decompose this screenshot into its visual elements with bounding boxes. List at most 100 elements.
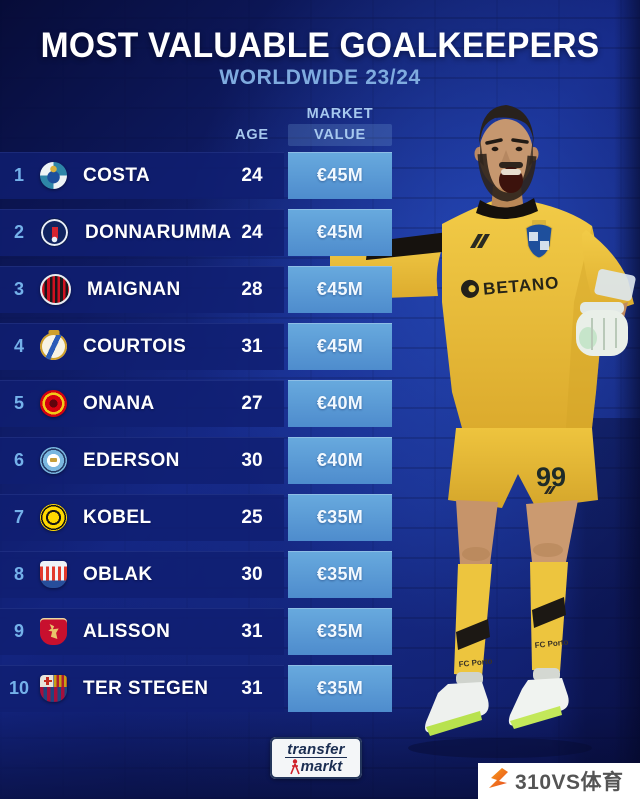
row-value-cell: €35M	[288, 551, 392, 598]
page-subtitle: WORLDWIDE 23/24	[219, 66, 421, 89]
jersey-collar	[476, 198, 538, 220]
age: 31	[241, 677, 263, 699]
rank: 10	[8, 678, 30, 698]
right-sock-text: FC Porto	[534, 637, 569, 649]
column-header-age: AGE	[235, 127, 269, 143]
table-row: 7 KOBEL 25 €35M	[0, 494, 392, 541]
shoulder-black-panel	[366, 220, 477, 260]
jersey	[442, 198, 604, 428]
market-value: €45M	[316, 165, 364, 185]
player-name: DONNARUMMA	[85, 221, 232, 243]
glove-mint-patch	[579, 327, 597, 349]
row-main-cell: 3 MAIGNAN 28	[0, 266, 284, 313]
age: 30	[241, 449, 263, 471]
manutd-badge	[40, 390, 67, 417]
right-knee-shading	[533, 543, 563, 557]
age: 30	[241, 563, 263, 585]
rank: 8	[13, 564, 24, 584]
transfermarkt-logo: transfer markt	[270, 737, 362, 779]
left-thigh	[456, 500, 498, 564]
age: 25	[241, 506, 263, 528]
rank: 1	[13, 165, 24, 185]
player-name: EDERSON	[83, 449, 180, 471]
mancity-badge	[40, 447, 67, 474]
row-value-cell: €45M	[288, 323, 392, 370]
right-sock-stripe	[532, 597, 566, 628]
rank: 3	[13, 279, 24, 299]
player-name: COURTOIS	[83, 335, 187, 357]
left-ankle-tape	[456, 672, 483, 685]
page-title: MOST VALUABLE GOALKEEPERS	[40, 26, 600, 65]
market-value: €35M	[316, 621, 364, 641]
player-name: TER STEGEN	[83, 677, 209, 699]
column-header-market-value: MARKET VALUE	[288, 106, 392, 146]
row-main-cell: 7 KOBEL 25	[0, 494, 284, 541]
row-value-cell: €35M	[288, 494, 392, 541]
table-row: 5 ONANA 27 €40M	[0, 380, 392, 427]
rank: 5	[13, 393, 24, 413]
table-row: 10 TER STEGEN 31 €35M	[0, 665, 392, 712]
market-value: €45M	[316, 222, 364, 242]
rank: 4	[13, 336, 24, 356]
table-row: 4 COURTOIS 31 €45M	[0, 323, 392, 370]
age: 24	[241, 221, 263, 243]
beard	[477, 153, 537, 202]
left-sock-stripe	[456, 619, 490, 650]
teeth	[501, 169, 521, 175]
row-main-cell: 9 ALISSON 31	[0, 608, 284, 655]
row-main-cell: 4 COURTOIS 31	[0, 323, 284, 370]
ground-shadow	[408, 738, 592, 758]
row-main-cell: 10 TER STEGEN 31	[0, 665, 284, 712]
age: 27	[241, 392, 263, 414]
madrid-badge	[40, 333, 67, 360]
row-main-cell: 6 EDERSON 30	[0, 437, 284, 484]
market-label: MARKET	[306, 106, 374, 122]
new-balance-logo	[470, 234, 490, 248]
age: 28	[241, 278, 263, 300]
age: 31	[241, 620, 263, 642]
eyebrow-left	[485, 138, 503, 145]
value-label: VALUE	[288, 124, 392, 146]
rank: 9	[13, 621, 24, 641]
watermark: 310VS体育	[478, 763, 640, 799]
shorts	[448, 428, 598, 508]
row-value-cell: €40M	[288, 437, 392, 484]
row-value-cell: €45M	[288, 266, 392, 313]
row-main-cell: 1 COSTA 24	[0, 152, 284, 199]
row-value-cell: €45M	[288, 209, 392, 256]
player-name: MAIGNAN	[87, 278, 181, 300]
mustache	[499, 162, 523, 168]
table-rows: 1 COSTA 24 €45M 2 DONNARUMMA 24 €45M 3 M…	[0, 152, 392, 722]
row-value-cell: €45M	[288, 152, 392, 199]
age: 24	[241, 164, 263, 186]
left-sock-text: FC Porto	[458, 656, 493, 668]
market-value: €35M	[316, 564, 364, 584]
watermark-logo	[489, 768, 508, 788]
player-name: KOBEL	[83, 506, 152, 528]
transfermarkt-line1: transfer	[285, 740, 347, 758]
left-knee-shading	[462, 547, 490, 561]
left-sock	[454, 564, 492, 677]
milan-badge	[40, 274, 71, 305]
player-name: COSTA	[83, 164, 151, 186]
row-main-cell: 8 OBLAK 30	[0, 551, 284, 598]
liverpool-badge	[40, 618, 67, 645]
row-value-cell: €40M	[288, 380, 392, 427]
market-value: €40M	[316, 393, 364, 413]
market-value: €45M	[316, 279, 364, 299]
market-value: €35M	[316, 678, 364, 698]
table-row: 2 DONNARUMMA 24 €45M	[0, 209, 392, 256]
transfermarkt-figure-icon	[289, 758, 300, 774]
psg-badge	[40, 218, 69, 247]
right-ankle-tape	[533, 668, 560, 681]
eye-right	[515, 146, 523, 152]
player-name: OBLAK	[83, 563, 153, 585]
row-main-cell: 5 ONANA 27	[0, 380, 284, 427]
watermark-text: 310VS体育	[515, 771, 624, 794]
transfermarkt-line2: markt	[300, 758, 343, 775]
row-main-cell: 2 DONNARUMMA 24	[0, 209, 284, 256]
table-row: 9 ALISSON 31 €35M	[0, 608, 392, 655]
rank: 6	[13, 450, 24, 470]
porto-crest	[525, 220, 553, 259]
table-row: 3 MAIGNAN 28 €45M	[0, 266, 392, 313]
